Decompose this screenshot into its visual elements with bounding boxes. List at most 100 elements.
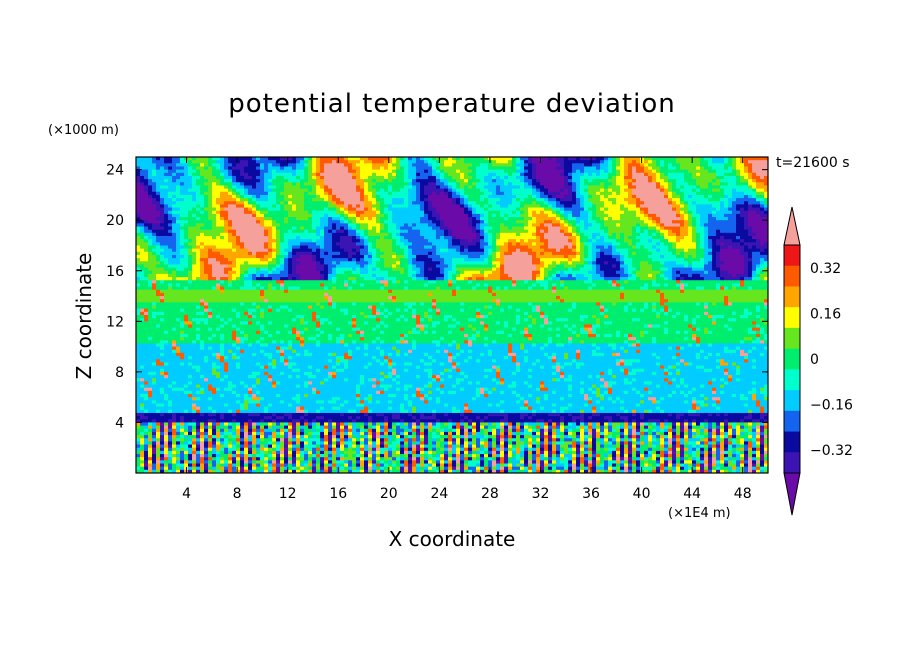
heatmap-cell <box>372 185 377 190</box>
heatmap-cell <box>664 229 669 234</box>
heatmap-cell <box>552 160 557 164</box>
heatmap-cell <box>204 179 209 183</box>
heatmap-cell <box>320 185 325 190</box>
heatmap-cell <box>212 182 217 187</box>
heatmap-cell <box>660 172 665 177</box>
heatmap-cell <box>552 166 557 171</box>
heatmap-cell <box>472 182 477 187</box>
heatmap-cell <box>236 210 241 215</box>
heatmap-cell <box>600 157 605 161</box>
heatmap-cell <box>716 179 721 183</box>
heatmap-cell <box>232 217 237 221</box>
heatmap-cell <box>224 185 229 190</box>
heatmap-cell <box>428 213 433 218</box>
heatmap-cell <box>200 239 205 243</box>
heatmap-cell <box>624 163 629 168</box>
heatmap-cell <box>600 236 605 240</box>
heatmap-cell <box>524 242 529 247</box>
heatmap-cell <box>428 175 433 180</box>
heatmap-cell <box>284 229 289 234</box>
heatmap-cell <box>760 182 765 187</box>
heatmap-cell <box>280 175 285 180</box>
heatmap-cell <box>320 182 325 187</box>
heatmap-cell <box>716 251 721 256</box>
heatmap-cell <box>560 226 565 231</box>
heatmap-cell <box>508 254 513 259</box>
heatmap-cell <box>744 213 749 218</box>
heatmap-cell <box>392 226 397 231</box>
heatmap-cell <box>424 188 429 193</box>
heatmap-cell <box>468 242 473 247</box>
heatmap-cell <box>376 163 381 168</box>
heatmap-cell <box>180 182 185 187</box>
heatmap-cell <box>400 213 405 218</box>
heatmap-cell <box>608 166 613 171</box>
heatmap-cell <box>556 166 561 171</box>
heatmap-cell <box>228 213 233 218</box>
heatmap-cell <box>148 194 153 199</box>
heatmap-cell <box>388 254 393 259</box>
heatmap-cell <box>564 207 569 212</box>
heatmap-cell <box>300 226 305 231</box>
heatmap-cell <box>384 179 389 183</box>
heatmap-cell <box>216 254 221 259</box>
heatmap-cell <box>660 201 665 205</box>
heatmap-cell <box>304 163 309 168</box>
heatmap-cell <box>672 157 677 161</box>
heatmap-cell <box>648 248 653 253</box>
heatmap-cell <box>300 179 305 183</box>
heatmap-cell <box>220 226 225 231</box>
heatmap-cell <box>180 175 185 180</box>
heatmap-cell <box>432 191 437 196</box>
heatmap-cell <box>628 204 633 209</box>
heatmap-cell <box>380 207 385 212</box>
heatmap-cell <box>276 207 281 212</box>
heatmap-cell <box>756 160 761 164</box>
heatmap-cell <box>416 213 421 218</box>
heatmap-cell <box>340 160 345 164</box>
heatmap-cell <box>500 179 505 183</box>
heatmap-cell <box>568 232 573 237</box>
heatmap-cell <box>464 236 469 240</box>
heatmap-cell <box>208 172 213 177</box>
heatmap-cell <box>748 185 753 190</box>
heatmap-cell <box>344 175 349 180</box>
heatmap-cell <box>564 226 569 231</box>
heatmap-cell <box>560 169 565 174</box>
heatmap-cell <box>756 182 761 187</box>
heatmap-cell <box>336 248 341 253</box>
heatmap-cell <box>460 213 465 218</box>
heatmap-cell <box>424 229 429 234</box>
heatmap-cell <box>264 169 269 174</box>
heatmap-cell <box>720 210 725 215</box>
heatmap-cell <box>164 160 169 164</box>
heatmap-cell <box>328 236 333 240</box>
heatmap-cell <box>648 169 653 174</box>
heatmap-cell <box>452 175 457 180</box>
heatmap-cell <box>740 188 745 193</box>
heatmap-cell <box>152 175 157 180</box>
heatmap-cell <box>488 232 493 237</box>
heatmap-cell <box>584 179 589 183</box>
heatmap-cell <box>748 191 753 196</box>
heatmap-cell <box>608 232 613 237</box>
heatmap-cell <box>320 191 325 196</box>
heatmap-cell <box>444 166 449 171</box>
heatmap-cell <box>620 248 625 253</box>
heatmap-cell <box>500 166 505 171</box>
heatmap-cell <box>252 213 257 218</box>
heatmap-cell <box>704 182 709 187</box>
heatmap-cell <box>324 217 329 221</box>
heatmap-cell <box>344 191 349 196</box>
heatmap-cell <box>376 185 381 190</box>
heatmap-cell <box>640 169 645 174</box>
heatmap-cell <box>144 242 149 247</box>
heatmap-cell <box>672 223 677 228</box>
heatmap-cell <box>296 213 301 218</box>
heatmap-cell <box>140 163 145 168</box>
heatmap-cell <box>416 163 421 168</box>
heatmap-cell <box>716 223 721 228</box>
heatmap-cell <box>312 198 317 202</box>
heatmap-cell <box>572 163 577 168</box>
heatmap-cell <box>580 201 585 205</box>
